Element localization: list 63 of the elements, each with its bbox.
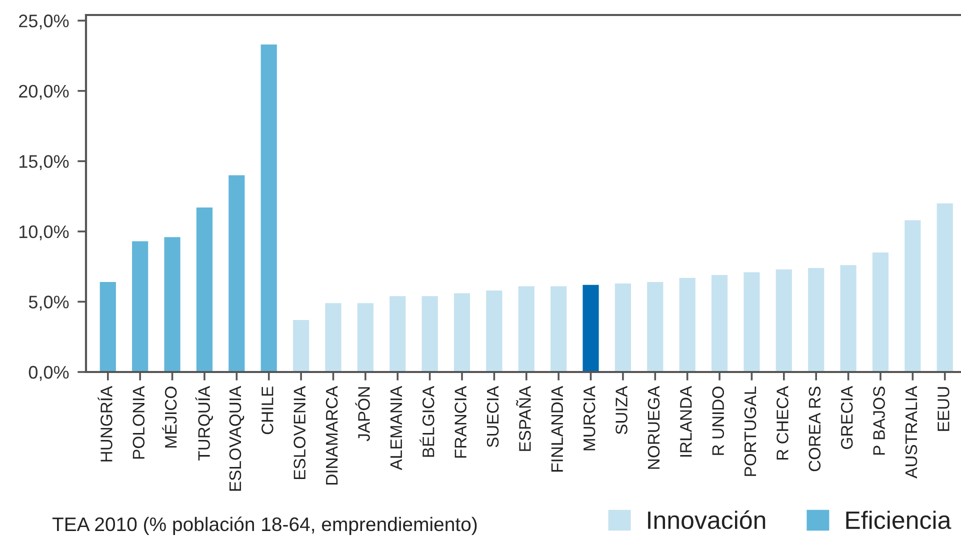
x-tick-label: TURQUÍA <box>195 386 213 461</box>
bar <box>840 265 856 372</box>
bar <box>196 208 213 372</box>
bar <box>454 293 470 372</box>
bar <box>292 320 310 372</box>
bar <box>872 252 889 372</box>
bar <box>808 268 824 372</box>
x-tick-label: JAPÓN <box>355 387 370 442</box>
x-tick-label: IRLANDA <box>680 386 692 457</box>
bar <box>582 284 599 372</box>
x-tick-label: FRANCIA <box>454 386 466 458</box>
bar <box>711 275 728 372</box>
bar <box>325 303 342 372</box>
x-tick-label: POLONIA <box>132 386 145 459</box>
bar <box>132 241 148 372</box>
x-tick-label: EEUU <box>938 387 950 431</box>
bar <box>422 296 438 372</box>
bar <box>518 286 534 372</box>
x-tick-label: MÉJICO <box>162 386 177 448</box>
bar <box>614 283 632 372</box>
x-tick-label: COREA RS <box>808 386 821 472</box>
y-tick-label: 15,0% <box>20 155 69 170</box>
x-tick-label: DINAMARCA <box>326 386 338 485</box>
x-tick-label: MURCIA <box>583 386 596 450</box>
bar <box>486 290 502 372</box>
x-tick-label: ALEMANIA <box>390 386 402 470</box>
y-tick-label: 0,0% <box>28 366 69 381</box>
bar <box>390 296 406 372</box>
x-tick-label: SUECIA <box>486 386 499 448</box>
x-tick-label: SUIZA <box>616 386 628 434</box>
x-tick-label: CHILE <box>262 386 274 434</box>
bar <box>936 203 953 372</box>
x-tick-label: R UNIDO <box>712 386 724 455</box>
x-tick-label: GRECIA <box>840 386 853 449</box>
y-tick-label: 10,0% <box>20 225 69 240</box>
bar <box>260 44 277 372</box>
bar <box>550 286 567 372</box>
x-tick-label: BÉLGICA <box>420 386 434 457</box>
x-tick-label: FINLANDIA <box>551 386 563 472</box>
bar <box>357 303 374 372</box>
y-tick-label: 20,0% <box>19 84 69 100</box>
x-tick-label: ESLOVAQUIA <box>229 386 244 491</box>
bar <box>647 282 664 372</box>
bar <box>776 269 792 372</box>
bar <box>164 237 180 372</box>
x-tick-label: PORTUGAL <box>744 386 756 476</box>
bar <box>744 272 760 372</box>
x-tick-label: ESLOVENIA <box>294 386 306 480</box>
x-tick-label: AUSTRALIA <box>905 386 918 478</box>
x-tick-label: P BAJOS <box>873 386 885 455</box>
x-tick-label: ESPAÑA <box>516 386 531 451</box>
bar <box>679 278 696 372</box>
y-tick-label: 5,0% <box>28 296 69 311</box>
x-tick-label: NORUEGA <box>648 386 660 469</box>
legend-label: Eficiencia <box>846 510 952 530</box>
legend-label: Innovación <box>648 510 766 530</box>
y-tick-label: 25,0% <box>19 14 69 30</box>
bar <box>228 175 245 372</box>
bar <box>100 282 116 372</box>
bar <box>904 220 921 372</box>
x-tick-label: R CHECA <box>776 386 788 460</box>
x-tick-label: HUNGRÍA <box>98 386 112 462</box>
text: TEA 2010 (% población 18-64, emprendiemiento) <box>52 516 477 535</box>
